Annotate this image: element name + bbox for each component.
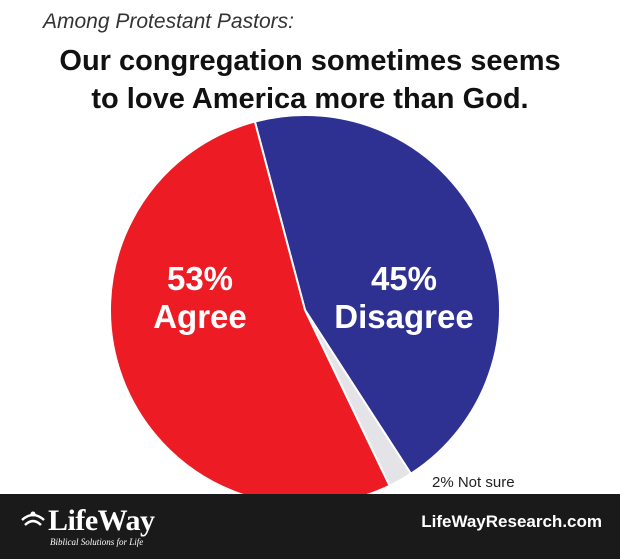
pie-slice-disagree — [253, 114, 501, 476]
chart-title: Our congregation sometimes seems to love… — [20, 42, 600, 118]
chart-title-line-2: to love America more than God. — [91, 83, 529, 115]
pie-slice-agree — [109, 120, 391, 494]
lifeway-mark-icon — [21, 511, 45, 526]
disagree-label-value: 45% — [371, 260, 437, 297]
logo-wordmark: LifeWay — [48, 504, 155, 537]
logo-tagline: Biblical Solutions for Life — [50, 537, 144, 547]
not-sure-label-value: 2% Not sure — [432, 474, 515, 491]
pie-chart: 53%Agree 45%Disagree 2% Not sure — [109, 114, 515, 494]
disagree-label-text: Disagree — [334, 298, 473, 335]
agree-label-text: Agree — [153, 298, 247, 335]
agree-label-value: 53% — [167, 260, 233, 297]
footer-bar: LifeWay Biblical Solutions for Life Life… — [0, 494, 620, 559]
website-link[interactable]: LifeWayResearch.com — [421, 512, 602, 531]
chart-title-line-1: Our congregation sometimes seems — [59, 45, 561, 77]
chart-subtitle: Among Protestant Pastors: — [43, 10, 294, 33]
